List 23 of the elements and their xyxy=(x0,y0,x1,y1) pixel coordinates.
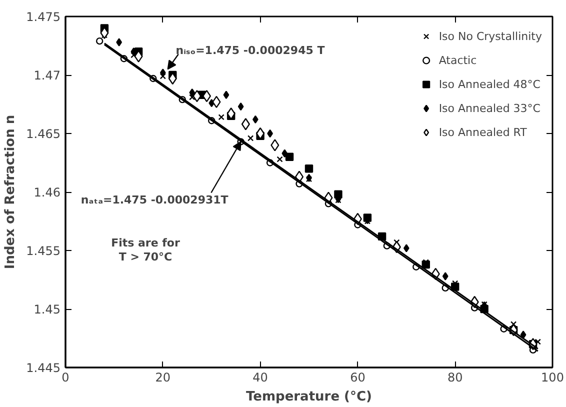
y-tick-label: 1.465 xyxy=(26,127,61,141)
x-tick-label: 40 xyxy=(252,370,268,384)
x-tick-label: 100 xyxy=(541,370,564,384)
y-tick-label: 1.46 xyxy=(34,186,60,200)
legend-label: Iso No Crystallinity xyxy=(438,30,542,42)
annotation: nₐₜₐ=1.475 -0.0002931T xyxy=(80,194,229,207)
y-tick-label: 1.445 xyxy=(26,361,61,375)
x-tick-label: 80 xyxy=(447,370,463,384)
legend-label: Iso Annealed 33°C xyxy=(438,102,540,114)
y-tick-label: 1.455 xyxy=(26,244,61,258)
legend-label: Atactic xyxy=(438,54,477,66)
y-tick-label: 1.45 xyxy=(34,302,60,316)
legend-label: Iso Annealed 48°C xyxy=(438,78,540,90)
x-tick-label: 0 xyxy=(62,370,70,384)
x-axis-title: Temperature (°C) xyxy=(246,390,372,404)
x-tick-label: 60 xyxy=(350,370,366,384)
annotation: Fits are for T > 70°C xyxy=(111,236,180,264)
legend-label: Iso Annealed RT xyxy=(438,126,527,138)
y-tick-label: 1.47 xyxy=(34,68,60,82)
y-axis-title: Index of Refraction n xyxy=(3,114,18,270)
x-tick-label: 20 xyxy=(155,370,171,384)
annotation: nᵢₛₒ=1.475 -0.0002945 T xyxy=(176,44,326,58)
y-tick-label: 1.475 xyxy=(26,10,61,24)
